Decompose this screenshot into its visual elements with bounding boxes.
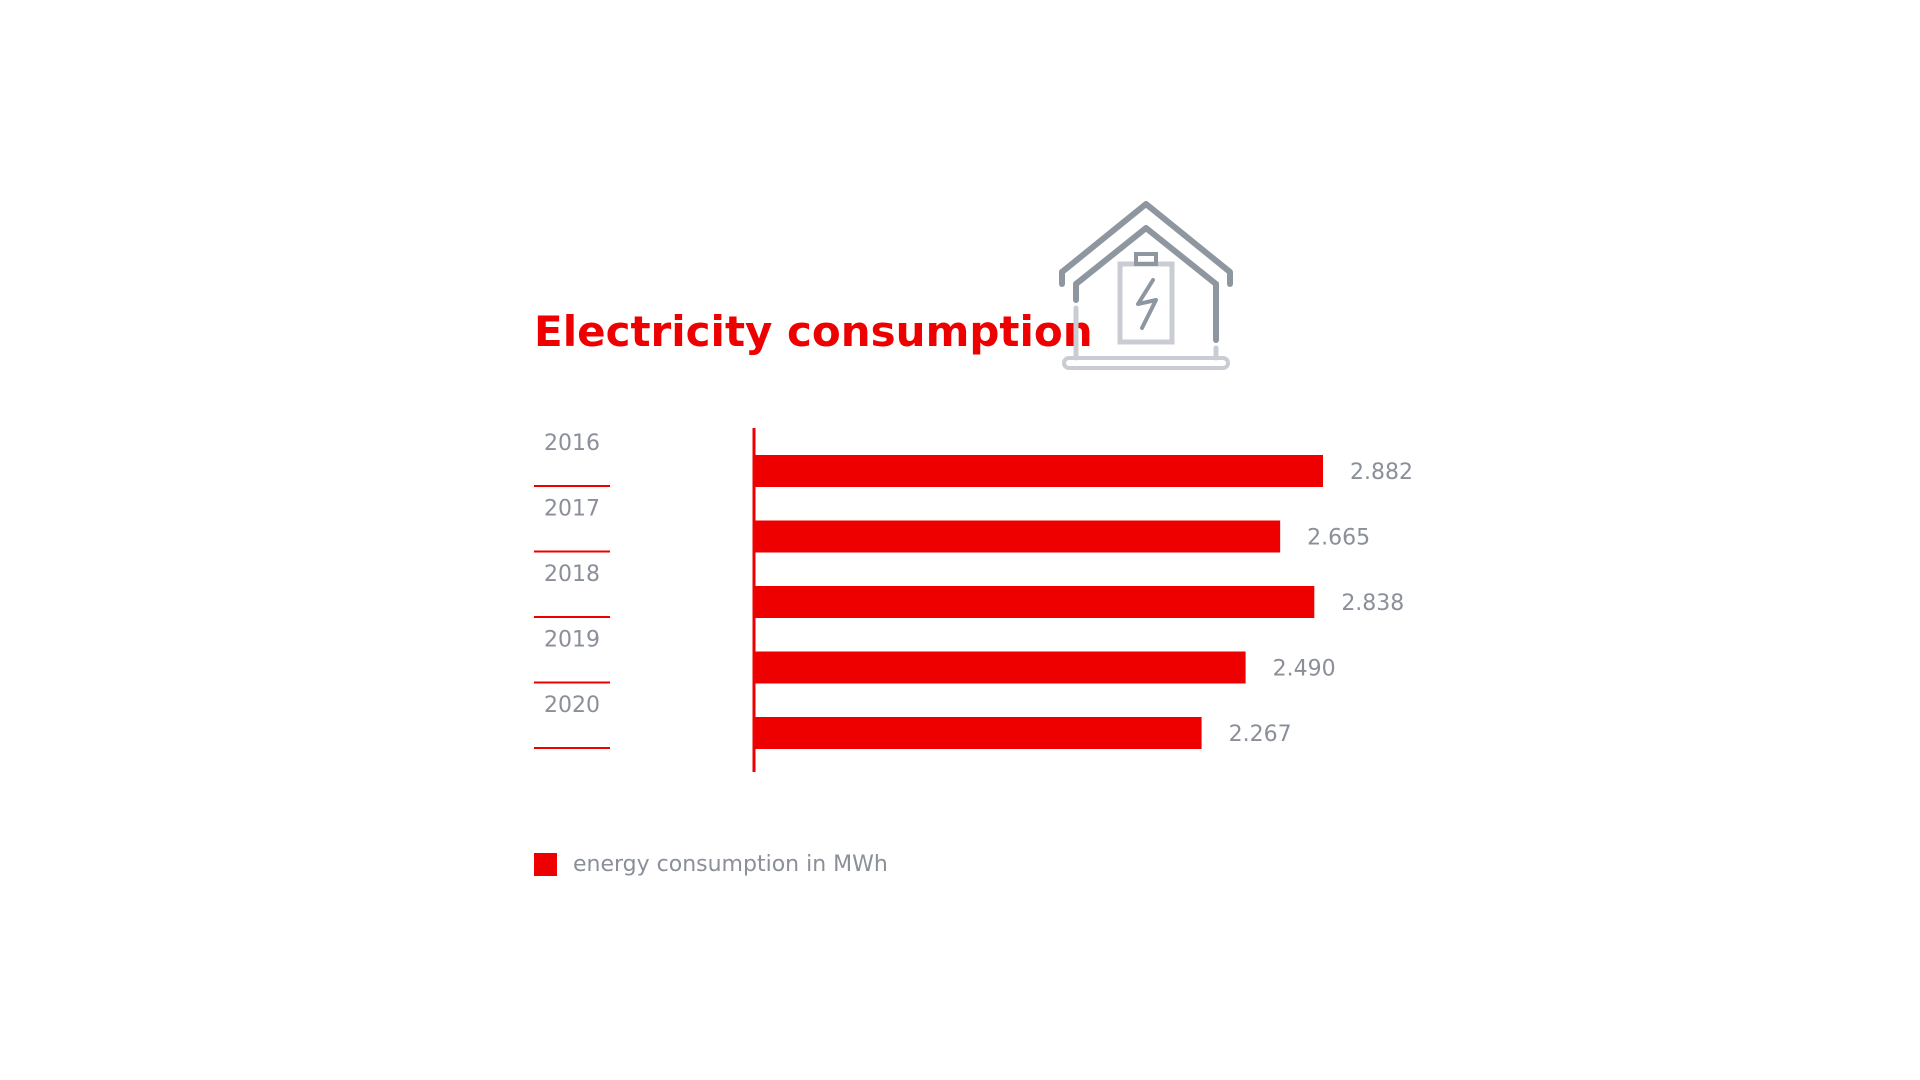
value-label-2020: 2.267 [1229, 722, 1292, 747]
legend: energy consumption in MWh [534, 852, 888, 877]
value-label-2018: 2.838 [1341, 591, 1404, 616]
bar-2020 [754, 717, 1202, 749]
legend-swatch [534, 853, 557, 876]
roof-outer [1059, 201, 1233, 287]
value-label-2017: 2.665 [1307, 526, 1370, 551]
bar-2017 [754, 520, 1281, 553]
lightning-bolt [1136, 278, 1158, 330]
bar-2019 [754, 651, 1246, 684]
chart-title: Electricity consumption [534, 307, 1093, 356]
category-label-2020: 2020 [544, 693, 600, 718]
ground-line [1062, 356, 1230, 370]
value-label-2016: 2.882 [1350, 460, 1413, 485]
value-label-2019: 2.490 [1273, 657, 1336, 682]
bar-2018 [754, 586, 1315, 618]
category-label-2016: 2016 [544, 431, 600, 456]
roof-inner [1073, 225, 1219, 287]
battery-cap [1134, 252, 1158, 266]
category-label-2018: 2018 [544, 562, 600, 587]
legend-label: energy consumption in MWh [573, 852, 888, 877]
category-label-2019: 2019 [544, 628, 600, 653]
bar-2016 [754, 455, 1323, 487]
house-battery-icon [1059, 201, 1233, 370]
category-label-2017: 2017 [544, 497, 600, 522]
